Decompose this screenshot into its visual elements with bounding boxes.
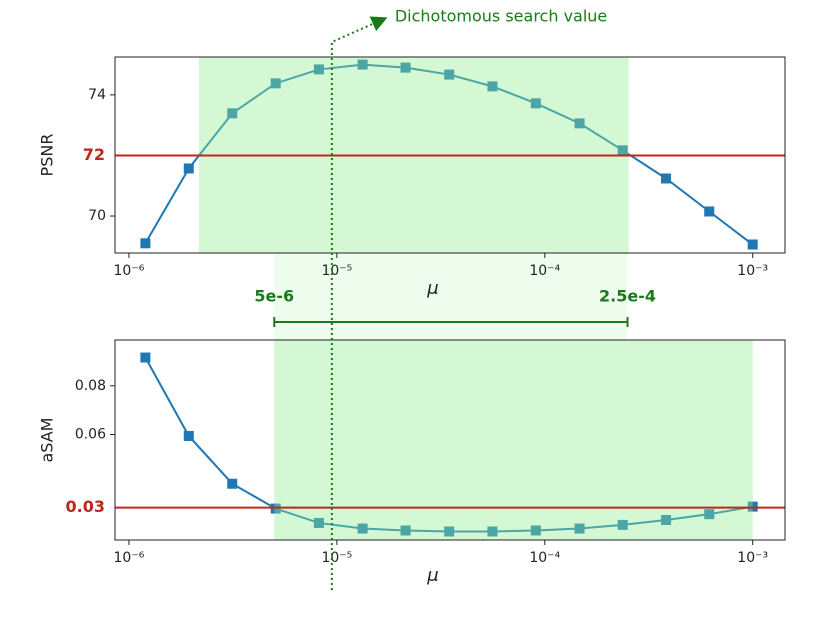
data-point [530,525,541,536]
x-tick-label: 10⁻⁶ [114,263,145,279]
x-tick-label: 10⁻⁴ [529,263,560,279]
data-point [661,515,672,526]
data-point [183,163,194,174]
data-point [704,206,715,217]
x-tick-label: 10⁻³ [737,550,768,566]
data-point [357,523,368,534]
y-tick-label: 70 [88,208,106,224]
data-point [487,81,498,92]
x-tick-label: 10⁻⁴ [529,550,560,566]
x-tick-label: 10⁻³ [737,263,768,279]
range-label: 2.5e-4 [599,287,656,306]
y-axis-label: aSAM [38,417,57,462]
data-point [617,519,628,530]
data-point [140,352,151,363]
data-point [444,526,455,537]
data-point [270,78,281,89]
data-point [617,145,628,156]
data-point [227,478,238,489]
data-point [574,523,585,534]
x-axis-label: μ [426,278,438,299]
axes-frame [114,339,786,541]
data-point [140,238,151,249]
annotation-text: Dichotomous search value [395,7,607,26]
data-point [227,108,238,119]
range-band [274,253,628,340]
data-point [313,517,324,528]
data-point [313,64,324,75]
y-tick-label: 74 [88,87,106,103]
range-label: 5e-6 [254,287,294,306]
x-tick-label: 10⁻⁵ [321,550,352,566]
data-point [357,59,368,70]
data-point [574,118,585,129]
y-axis-label: PSNR [38,134,57,177]
y-tick-label: 0.08 [75,378,106,394]
data-point [747,239,758,250]
data-point [661,173,672,184]
data-point [704,509,715,520]
data-point [530,98,541,109]
annotation-line [330,16,388,590]
x-tick-label: 10⁻⁵ [321,263,352,279]
data-point [400,62,411,73]
x-axis-label: μ [426,565,438,586]
threshold-label: 0.03 [66,497,105,516]
data-point [487,526,498,537]
shaded-region [274,340,753,540]
data-point [183,430,194,441]
y-tick-label: 0.06 [75,427,106,443]
data-point [444,69,455,80]
x-tick-label: 10⁻⁶ [114,550,145,566]
data-point [400,525,411,536]
threshold-label: 72 [83,145,105,164]
axes-frame [114,56,786,254]
